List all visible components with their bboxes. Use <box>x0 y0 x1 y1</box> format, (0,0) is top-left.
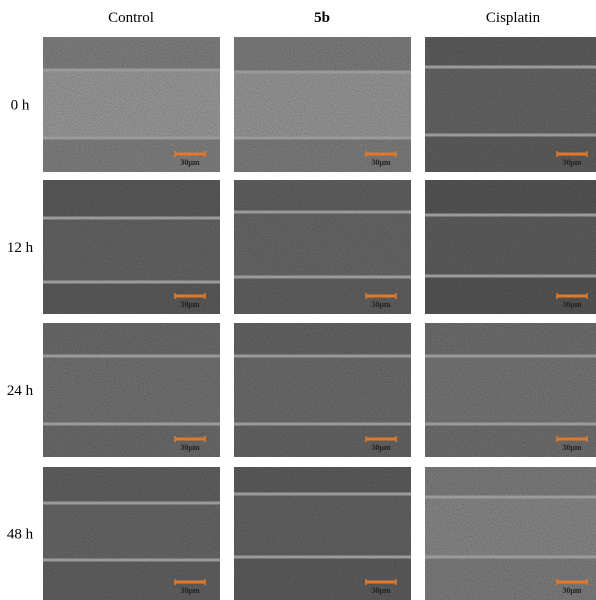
row-label: 24 h <box>7 383 34 399</box>
micrograph: 30μm <box>425 323 596 457</box>
scale-label: 30μm <box>180 300 200 309</box>
scale-label: 30μm <box>371 443 391 452</box>
scale-label: 30μm <box>180 586 200 595</box>
row-label: 48 h <box>7 527 34 543</box>
scale-label: 30μm <box>371 158 391 167</box>
texture <box>43 323 220 457</box>
texture <box>425 37 596 172</box>
scale-label: 30μm <box>562 158 582 167</box>
texture <box>425 323 596 457</box>
texture <box>234 323 411 457</box>
micrograph: 30μm <box>234 467 411 600</box>
micrograph: 30μm <box>43 323 220 457</box>
panel-grid: 30μm 30μm 30μm 30μm 30μm 30μm 30μm 30μm 30μm 30μm… <box>43 37 596 600</box>
micrograph: 30μm <box>43 37 220 172</box>
micrograph: 30μm <box>43 467 220 600</box>
texture <box>234 180 411 314</box>
texture <box>234 467 411 600</box>
micrograph: 30μm <box>234 180 411 314</box>
texture <box>425 180 596 314</box>
texture <box>43 180 220 314</box>
texture <box>234 37 411 172</box>
scale-label: 30μm <box>562 300 582 309</box>
figure: Control 5b Cisplatin 30μm30μm30μm30μm30μ… <box>0 0 596 600</box>
column-header: 5b <box>314 10 330 26</box>
scale-label: 30μm <box>562 586 582 595</box>
scale-label: 30μm <box>180 443 200 452</box>
scale-label: 30μm <box>371 586 391 595</box>
micrograph: 30μm <box>234 37 411 172</box>
column-header: Cisplatin <box>486 10 541 26</box>
texture <box>425 467 596 600</box>
page: Control 5b Cisplatin 30μm30μm30μm30μm30μ… <box>0 0 596 600</box>
micrograph: 30μm <box>425 180 596 314</box>
micrograph: 30μm <box>425 37 596 172</box>
column-header: Control <box>108 10 154 26</box>
scale-label: 30μm <box>562 443 582 452</box>
micrograph: 30μm <box>425 467 596 600</box>
row-label: 12 h <box>7 240 34 256</box>
scale-label: 30μm <box>180 158 200 167</box>
micrograph: 30μm <box>43 180 220 314</box>
row-label: 0 h <box>11 98 30 114</box>
scale-label: 30μm <box>371 300 391 309</box>
micrograph: 30μm <box>234 323 411 457</box>
texture <box>43 467 220 600</box>
texture <box>43 37 220 172</box>
